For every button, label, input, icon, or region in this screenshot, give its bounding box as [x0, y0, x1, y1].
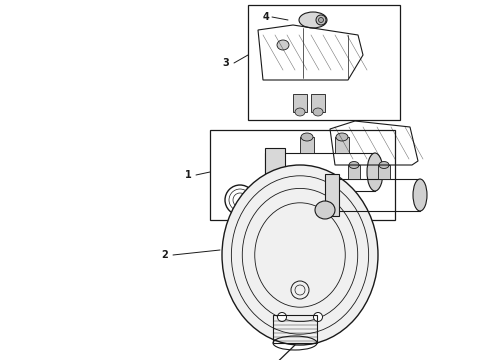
Bar	[265, 148, 285, 196]
Ellipse shape	[336, 133, 348, 141]
Ellipse shape	[413, 179, 427, 211]
Ellipse shape	[222, 165, 378, 345]
Ellipse shape	[295, 108, 305, 116]
Bar	[273, 315, 317, 343]
Ellipse shape	[314, 312, 322, 321]
Bar	[300, 137, 314, 153]
Bar	[210, 130, 395, 220]
Bar	[330, 179, 420, 211]
Ellipse shape	[301, 133, 313, 141]
Bar	[293, 94, 307, 112]
Bar	[265, 153, 375, 191]
Bar	[248, 5, 400, 120]
Text: 1: 1	[185, 170, 192, 180]
Ellipse shape	[313, 108, 323, 116]
Ellipse shape	[277, 312, 287, 321]
Ellipse shape	[379, 162, 389, 168]
Text: 4: 4	[263, 12, 270, 22]
Text: 2: 2	[162, 250, 169, 260]
Ellipse shape	[277, 40, 289, 50]
Ellipse shape	[316, 15, 326, 25]
Bar	[335, 137, 349, 153]
Text: 3: 3	[222, 58, 229, 68]
Ellipse shape	[349, 162, 359, 168]
Ellipse shape	[299, 12, 327, 28]
Bar	[378, 165, 390, 179]
Ellipse shape	[318, 18, 323, 23]
Ellipse shape	[315, 201, 335, 219]
Ellipse shape	[367, 153, 383, 191]
Bar	[325, 174, 339, 216]
Bar	[348, 165, 360, 179]
Bar	[311, 94, 325, 112]
